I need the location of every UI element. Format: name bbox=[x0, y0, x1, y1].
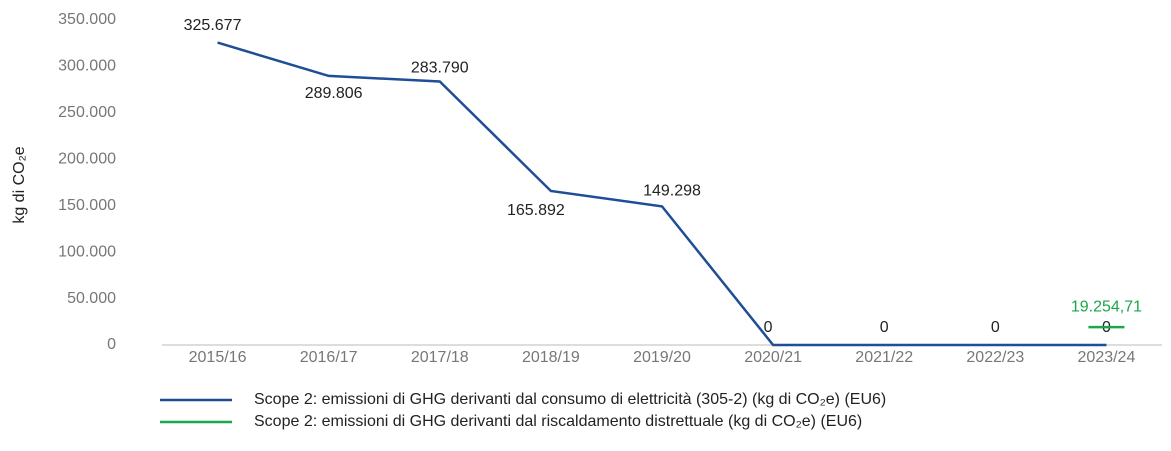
legend-label: Scope 2: emissioni di GHG derivanti dal … bbox=[254, 391, 886, 408]
y-tick-label: 0 bbox=[107, 336, 116, 353]
x-tick-label: 2022/23 bbox=[966, 349, 1024, 366]
data-label: 19.254,71 bbox=[1071, 298, 1142, 315]
y-tick-label: 100.000 bbox=[58, 243, 116, 260]
y-tick-label: 300.000 bbox=[58, 58, 116, 75]
x-tick-label: 2019/20 bbox=[633, 349, 691, 366]
data-label: 0 bbox=[880, 319, 889, 336]
x-tick-label: 2021/22 bbox=[855, 349, 913, 366]
y-tick-label: 50.000 bbox=[67, 290, 116, 307]
y-tick-label: 200.000 bbox=[58, 151, 116, 168]
line bbox=[217, 41, 1107, 347]
x-tick-label: 2016/17 bbox=[300, 349, 358, 366]
x-tick-label: 2020/21 bbox=[744, 349, 802, 366]
y-axis-label: kg di CO₂e bbox=[11, 146, 28, 223]
data-label: 149.298 bbox=[643, 183, 701, 200]
data-label: 325.677 bbox=[184, 17, 242, 34]
data-label: 165.892 bbox=[507, 202, 565, 219]
data-label: 289.806 bbox=[305, 85, 363, 102]
y-tick-label: 250.000 bbox=[58, 104, 116, 121]
data-label: 0 bbox=[991, 319, 1000, 336]
y-tick-label: 150.000 bbox=[58, 197, 116, 214]
data-label: 0 bbox=[764, 319, 773, 336]
y-tick-label: 350.000 bbox=[58, 11, 116, 28]
x-tick-label: 2017/18 bbox=[411, 349, 469, 366]
data-label: 283.790 bbox=[411, 60, 469, 77]
x-tick-label: 2018/19 bbox=[522, 349, 580, 366]
legend-label: Scope 2: emissioni di GHG derivanti dal … bbox=[254, 413, 862, 430]
x-tick-label: 2015/16 bbox=[189, 349, 247, 366]
x-tick-label: 2023/24 bbox=[1078, 349, 1136, 366]
